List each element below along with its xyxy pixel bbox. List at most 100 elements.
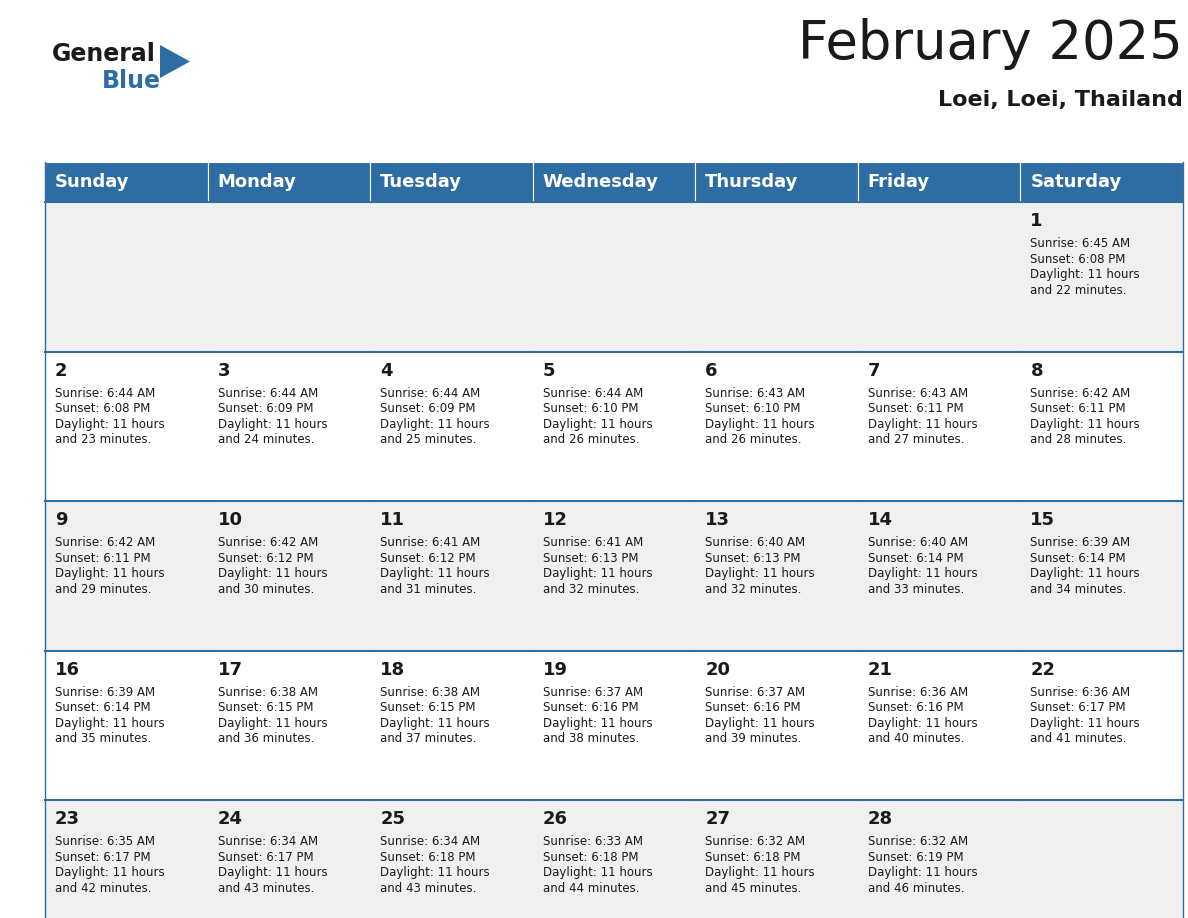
Bar — [532, 651, 695, 800]
Text: Daylight: 11 hours: Daylight: 11 hours — [706, 567, 815, 580]
Text: Daylight: 11 hours: Daylight: 11 hours — [1030, 268, 1140, 281]
Text: and 32 minutes.: and 32 minutes. — [543, 583, 639, 596]
Text: Daylight: 11 hours: Daylight: 11 hours — [217, 717, 327, 730]
Text: Sunset: 6:14 PM: Sunset: 6:14 PM — [868, 552, 963, 565]
Text: 28: 28 — [868, 811, 893, 828]
Text: 21: 21 — [868, 661, 893, 678]
Bar — [532, 162, 695, 202]
Text: Sunrise: 6:32 AM: Sunrise: 6:32 AM — [868, 835, 968, 848]
Text: February 2025: February 2025 — [798, 18, 1183, 70]
Text: Daylight: 11 hours: Daylight: 11 hours — [217, 867, 327, 879]
Bar — [371, 352, 532, 501]
Text: and 38 minutes.: and 38 minutes. — [543, 733, 639, 745]
Bar — [695, 800, 858, 918]
Text: 24: 24 — [217, 811, 242, 828]
Text: Sunset: 6:19 PM: Sunset: 6:19 PM — [868, 851, 963, 864]
Text: Daylight: 11 hours: Daylight: 11 hours — [706, 418, 815, 431]
Text: and 28 minutes.: and 28 minutes. — [1030, 433, 1126, 446]
Text: Wednesday: Wednesday — [543, 173, 658, 191]
Text: 16: 16 — [55, 661, 80, 678]
Bar — [371, 501, 532, 651]
Bar — [532, 352, 695, 501]
Text: Sunrise: 6:44 AM: Sunrise: 6:44 AM — [217, 386, 318, 399]
Polygon shape — [160, 45, 190, 78]
Text: 11: 11 — [380, 511, 405, 529]
Text: Sunrise: 6:32 AM: Sunrise: 6:32 AM — [706, 835, 805, 848]
Text: Sunset: 6:17 PM: Sunset: 6:17 PM — [217, 851, 314, 864]
Text: Sunrise: 6:34 AM: Sunrise: 6:34 AM — [380, 835, 480, 848]
Text: and 39 minutes.: and 39 minutes. — [706, 733, 802, 745]
Bar — [695, 352, 858, 501]
Bar — [858, 352, 1020, 501]
Bar — [45, 352, 208, 501]
Text: 20: 20 — [706, 661, 731, 678]
Text: Sunset: 6:17 PM: Sunset: 6:17 PM — [55, 851, 151, 864]
Bar — [208, 501, 371, 651]
Text: and 30 minutes.: and 30 minutes. — [217, 583, 314, 596]
Text: 19: 19 — [543, 661, 568, 678]
Text: and 35 minutes.: and 35 minutes. — [55, 733, 151, 745]
Text: Daylight: 11 hours: Daylight: 11 hours — [380, 717, 489, 730]
Text: and 31 minutes.: and 31 minutes. — [380, 583, 476, 596]
Text: Sunset: 6:13 PM: Sunset: 6:13 PM — [543, 552, 638, 565]
Text: Sunrise: 6:44 AM: Sunrise: 6:44 AM — [380, 386, 480, 399]
Bar — [695, 202, 858, 352]
Text: and 43 minutes.: and 43 minutes. — [380, 882, 476, 895]
Text: Daylight: 11 hours: Daylight: 11 hours — [1030, 567, 1140, 580]
Text: and 44 minutes.: and 44 minutes. — [543, 882, 639, 895]
Text: Daylight: 11 hours: Daylight: 11 hours — [868, 418, 978, 431]
Bar — [532, 800, 695, 918]
Text: Sunset: 6:18 PM: Sunset: 6:18 PM — [543, 851, 638, 864]
Text: Sunrise: 6:37 AM: Sunrise: 6:37 AM — [706, 686, 805, 699]
Text: Friday: Friday — [868, 173, 930, 191]
Bar — [695, 501, 858, 651]
Text: 8: 8 — [1030, 362, 1043, 380]
Text: and 26 minutes.: and 26 minutes. — [543, 433, 639, 446]
Text: Daylight: 11 hours: Daylight: 11 hours — [380, 418, 489, 431]
Text: Sunset: 6:14 PM: Sunset: 6:14 PM — [55, 701, 151, 714]
Text: and 42 minutes.: and 42 minutes. — [55, 882, 152, 895]
Text: Daylight: 11 hours: Daylight: 11 hours — [380, 867, 489, 879]
Text: Sunrise: 6:41 AM: Sunrise: 6:41 AM — [543, 536, 643, 549]
Text: Sunrise: 6:37 AM: Sunrise: 6:37 AM — [543, 686, 643, 699]
Text: Sunset: 6:08 PM: Sunset: 6:08 PM — [1030, 252, 1126, 265]
Text: and 46 minutes.: and 46 minutes. — [868, 882, 965, 895]
Text: Blue: Blue — [102, 69, 162, 93]
Text: Sunset: 6:11 PM: Sunset: 6:11 PM — [868, 402, 963, 415]
Text: Daylight: 11 hours: Daylight: 11 hours — [543, 717, 652, 730]
Text: and 33 minutes.: and 33 minutes. — [868, 583, 965, 596]
Bar — [45, 651, 208, 800]
Text: Sunset: 6:09 PM: Sunset: 6:09 PM — [380, 402, 475, 415]
Text: Daylight: 11 hours: Daylight: 11 hours — [706, 717, 815, 730]
Bar — [208, 202, 371, 352]
Text: Sunrise: 6:39 AM: Sunrise: 6:39 AM — [1030, 536, 1131, 549]
Text: and 43 minutes.: and 43 minutes. — [217, 882, 314, 895]
Bar — [208, 651, 371, 800]
Bar — [1020, 800, 1183, 918]
Bar — [371, 162, 532, 202]
Text: Sunrise: 6:42 AM: Sunrise: 6:42 AM — [55, 536, 156, 549]
Text: and 22 minutes.: and 22 minutes. — [1030, 284, 1127, 297]
Text: and 41 minutes.: and 41 minutes. — [1030, 733, 1127, 745]
Text: and 26 minutes.: and 26 minutes. — [706, 433, 802, 446]
Text: 4: 4 — [380, 362, 393, 380]
Text: and 36 minutes.: and 36 minutes. — [217, 733, 314, 745]
Bar — [45, 162, 208, 202]
Bar — [695, 651, 858, 800]
Text: Daylight: 11 hours: Daylight: 11 hours — [55, 717, 165, 730]
Text: 15: 15 — [1030, 511, 1055, 529]
Text: Sunrise: 6:38 AM: Sunrise: 6:38 AM — [380, 686, 480, 699]
Text: Sunrise: 6:44 AM: Sunrise: 6:44 AM — [543, 386, 643, 399]
Bar — [1020, 501, 1183, 651]
Text: Loei, Loei, Thailand: Loei, Loei, Thailand — [939, 90, 1183, 110]
Bar — [1020, 162, 1183, 202]
Text: 17: 17 — [217, 661, 242, 678]
Bar — [45, 501, 208, 651]
Bar — [208, 162, 371, 202]
Text: Sunset: 6:16 PM: Sunset: 6:16 PM — [868, 701, 963, 714]
Text: and 34 minutes.: and 34 minutes. — [1030, 583, 1126, 596]
Text: Sunset: 6:10 PM: Sunset: 6:10 PM — [543, 402, 638, 415]
Text: 25: 25 — [380, 811, 405, 828]
Text: Sunset: 6:09 PM: Sunset: 6:09 PM — [217, 402, 314, 415]
Text: Sunrise: 6:35 AM: Sunrise: 6:35 AM — [55, 835, 154, 848]
